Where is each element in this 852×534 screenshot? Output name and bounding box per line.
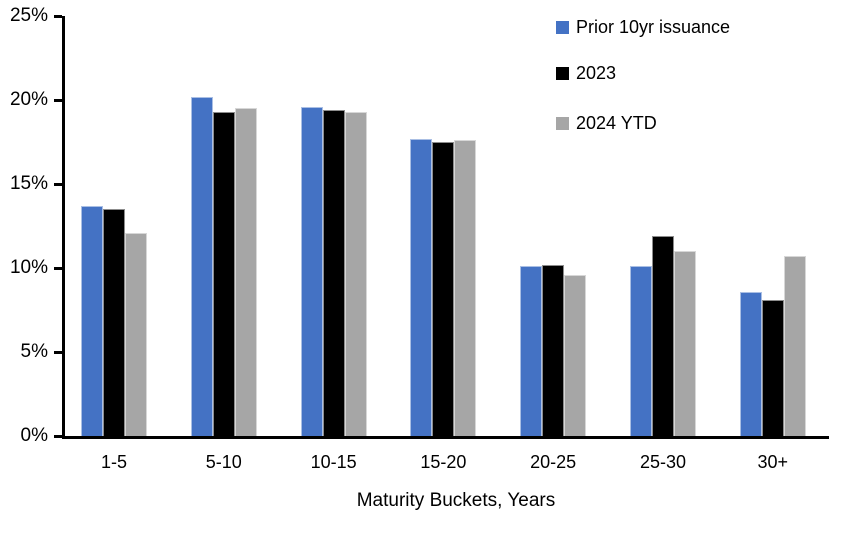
bar (344, 111, 367, 436)
legend-item: 2024 YTD (556, 112, 657, 134)
plot-area (62, 16, 829, 439)
y-tick-mark (54, 15, 62, 18)
bar (739, 291, 762, 436)
x-tick-label: 10-15 (310, 452, 357, 472)
x-tick-label: 15-20 (420, 452, 467, 472)
bar (322, 110, 345, 436)
legend-item: 2023 (556, 62, 616, 84)
bar (125, 232, 147, 436)
x-tick-label: 30+ (757, 452, 789, 472)
y-tick-label: 0% (20, 425, 48, 446)
x-tick-label: 1-5 (100, 452, 127, 472)
y-tick-label: 5% (20, 341, 48, 362)
y-tick-mark (54, 183, 62, 186)
y-tick-mark (54, 351, 62, 354)
legend-swatch (556, 20, 569, 34)
bar (520, 266, 543, 436)
legend-item: Prior 10yr issuance (556, 16, 730, 38)
bar (761, 299, 784, 436)
bar (630, 266, 652, 436)
bar (234, 108, 257, 436)
x-tick-label: 25-30 (639, 452, 687, 472)
legend-swatch (556, 116, 569, 130)
y-tick-label: 20% (9, 89, 48, 110)
y-tick-mark (54, 267, 62, 270)
bar (674, 251, 696, 436)
bar (300, 106, 323, 436)
y-tick-mark (54, 99, 62, 102)
bar (410, 138, 433, 436)
bar (103, 209, 125, 436)
legend-swatch (556, 66, 569, 80)
bar (783, 256, 806, 436)
bar (81, 205, 103, 436)
y-tick-mark (54, 435, 62, 438)
y-tick-label: 10% (9, 257, 48, 278)
legend-label: 2023 (576, 63, 617, 83)
legend-label: 2024 YTD (576, 113, 657, 133)
bar (190, 96, 213, 436)
bar (652, 236, 674, 436)
x-axis-title: Maturity Buckets, Years (356, 490, 556, 511)
bar (432, 142, 455, 436)
legend-label: Prior 10yr issuance (576, 17, 731, 37)
bar (454, 140, 477, 436)
bar (542, 264, 565, 436)
bar (212, 111, 235, 436)
x-tick-label: 5-10 (205, 452, 242, 472)
y-tick-label: 25% (9, 5, 48, 26)
y-tick-label: 15% (9, 173, 48, 194)
bar (564, 274, 587, 436)
x-tick-label: 20-25 (530, 452, 577, 472)
